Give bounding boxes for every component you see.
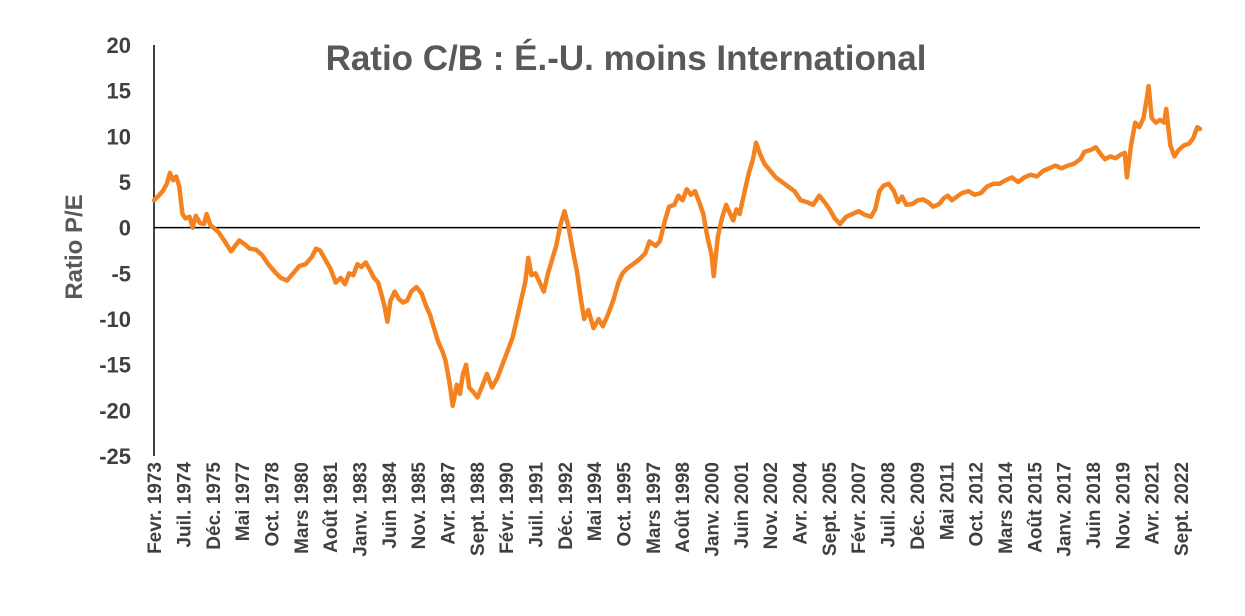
x-tick-label: Fevr. 1973	[145, 462, 166, 554]
x-tick-label: Déc. 2009	[908, 462, 929, 550]
y-tick-label: -15	[99, 353, 131, 378]
x-tick-label: Sept. 2005	[820, 462, 841, 556]
x-tick-label: Août 1998	[673, 462, 694, 553]
x-tick-label: Juil. 1974	[174, 462, 195, 548]
x-tick-label: Mai 1977	[233, 462, 254, 541]
x-tick-label: Janv. 1983	[351, 462, 372, 557]
y-tick-labels: 20 15 10 5 0 -5 -10 -15 -20 -25	[99, 33, 131, 469]
x-tick-label: Mars 1980	[292, 462, 313, 554]
y-tick-label: 5	[119, 170, 131, 195]
x-tick-label: Sept. 2022	[1172, 462, 1193, 556]
x-tick-label: Août 1981	[321, 462, 342, 553]
y-tick-label: -5	[111, 261, 131, 286]
y-tick-label: -25	[99, 444, 131, 469]
y-tick-label: -20	[99, 398, 131, 423]
y-tick-label: 0	[119, 216, 131, 241]
x-tick-label: Juin 2018	[1084, 462, 1105, 549]
x-tick-label: Déc. 1992	[556, 462, 577, 550]
x-tick-label: Juin 2001	[732, 462, 753, 549]
x-tick-label: Déc. 1975	[204, 462, 225, 550]
series-layer	[151, 83, 1203, 409]
x-tick-label: Avr. 2021	[1143, 462, 1164, 545]
y-tick-label: 15	[107, 79, 131, 104]
x-tick-label: Mai 1994	[585, 462, 606, 542]
x-tick-label: Avr. 2004	[791, 462, 812, 545]
x-tick-label: Oct. 2012	[967, 462, 988, 547]
x-tick-label: Oct. 1995	[615, 462, 636, 547]
x-tick-labels: Fevr. 1973 Juil. 1974 Déc. 1975 Mai 1977 Oct…	[145, 462, 1193, 557]
x-tick-label: Nov. 2019	[1113, 462, 1134, 549]
y-axis-label: Ratio P/E	[61, 194, 88, 299]
y-tick-label: 10	[107, 124, 131, 149]
x-tick-label: Juil. 1991	[527, 462, 548, 548]
x-tick-label: Juin 1984	[380, 462, 401, 549]
x-tick-label: Nov. 1985	[409, 462, 430, 550]
x-tick-label: Nov. 2002	[761, 462, 782, 549]
x-tick-label: Févr. 1990	[497, 462, 518, 554]
x-tick-label: Févr. 2007	[849, 462, 870, 554]
x-tick-label: Mai 2011	[937, 462, 958, 541]
x-tick-label: Avr. 1987	[439, 462, 460, 545]
x-tick-label: Mars 1997	[644, 462, 665, 554]
x-tick-label: Janv. 2000	[703, 462, 724, 557]
series-line	[151, 83, 1203, 409]
y-tick-label: -10	[99, 307, 131, 332]
x-tick-label: Août 2015	[1025, 462, 1046, 553]
x-tick-label: Juil. 2008	[879, 462, 900, 548]
y-tick-label: 20	[107, 33, 131, 58]
x-tick-label: Oct. 1978	[262, 462, 283, 547]
x-tick-label: Janv. 2017	[1055, 462, 1076, 557]
x-tick-label: Mars 2014	[996, 462, 1017, 554]
x-tick-label: Sept. 1988	[468, 462, 489, 556]
chart-title: Ratio C/B : É.-U. moins International	[326, 38, 927, 78]
